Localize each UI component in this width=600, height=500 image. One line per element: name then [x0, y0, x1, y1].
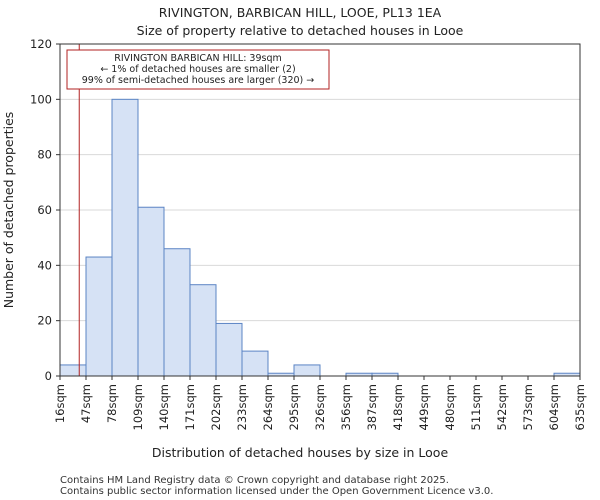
bar-233sqm: [241, 350, 269, 377]
x-tick-label: 16sqm: [53, 384, 67, 423]
bar-78sqm: [111, 98, 139, 377]
y-tick-label: 40: [37, 258, 52, 272]
x-tick-label: 295sqm: [287, 384, 301, 430]
bar-16sqm: [59, 364, 87, 377]
y-tick-label: 100: [30, 92, 52, 106]
footer-line1: Contains HM Land Registry data © Crown c…: [60, 475, 449, 486]
bars-group: [59, 98, 581, 377]
x-tick-label: 449sqm: [417, 384, 431, 430]
x-tick-label: 233sqm: [235, 384, 249, 430]
y-tick-label: 0: [45, 369, 52, 383]
y-axis-ticks: 0 20 40 60 80 100 120: [30, 37, 60, 383]
x-tick-label: 140sqm: [157, 384, 171, 430]
bar-295sqm: [293, 364, 321, 377]
marker-annotation-box: RIVINGTON BARBICAN HILL: 39sqm ← 1% of d…: [66, 49, 330, 90]
x-tick-label: 480sqm: [443, 384, 457, 430]
x-axis-label: Distribution of detached houses by size …: [152, 445, 449, 460]
y-tick-label: 60: [37, 203, 52, 217]
x-tick-label: 635sqm: [573, 384, 587, 430]
x-tick-label: 511sqm: [469, 384, 483, 430]
x-tick-label: 171sqm: [183, 384, 197, 430]
bar-171sqm: [189, 284, 217, 377]
x-axis-ticks: 16sqm 47sqm 78sqm 109sqm 140sqm 171sqm 202sqm 2…: [53, 376, 587, 430]
bar-109sqm: [137, 206, 165, 377]
bar-140sqm: [163, 248, 191, 377]
x-tick-label: 78sqm: [105, 384, 119, 423]
y-axis-label: Number of detached properties: [1, 112, 16, 309]
x-tick-label: 109sqm: [131, 384, 145, 430]
annotation-line1: RIVINGTON BARBICAN HILL: 39sqm: [114, 53, 282, 64]
x-tick-label: 573sqm: [521, 384, 535, 430]
bar-47sqm: [85, 256, 113, 377]
x-tick-label: 542sqm: [495, 384, 509, 430]
x-tick-label: 326sqm: [313, 384, 327, 430]
y-tick-label: 120: [30, 37, 52, 51]
x-tick-label: 356sqm: [339, 384, 353, 430]
annotation-line2: ← 1% of detached houses are smaller (2): [100, 64, 295, 75]
footer-line2: Contains public sector information licen…: [60, 486, 493, 497]
annotation-line3: 99% of semi-detached houses are larger (…: [82, 75, 315, 86]
y-tick-label: 20: [37, 314, 52, 328]
x-tick-label: 202sqm: [209, 384, 223, 430]
x-tick-label: 47sqm: [79, 384, 93, 423]
x-tick-label: 387sqm: [365, 384, 379, 430]
x-tick-label: 418sqm: [391, 384, 405, 430]
x-tick-label: 264sqm: [261, 384, 275, 430]
annotation-box: [66, 49, 330, 90]
y-tick-label: 80: [37, 148, 52, 162]
chart-title-line2: Size of property relative to detached ho…: [137, 23, 464, 38]
x-tick-label: 604sqm: [547, 384, 561, 430]
chart-title-line1: RIVINGTON, BARBICAN HILL, LOOE, PL13 1EA: [159, 5, 442, 20]
bar-202sqm: [215, 322, 243, 377]
